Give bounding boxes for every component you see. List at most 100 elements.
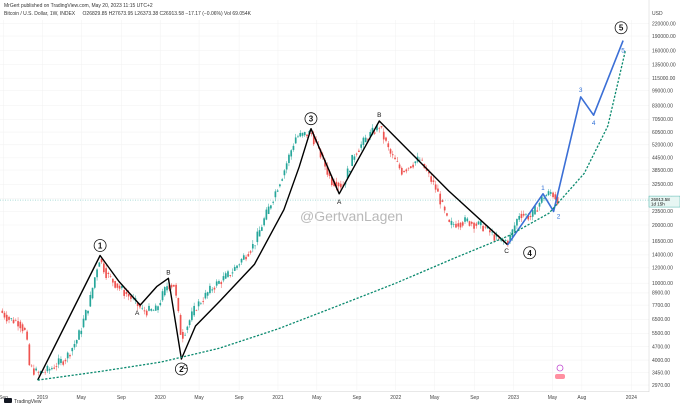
candle: [261, 224, 263, 232]
time-axis[interactable]: Sep 2019 May Sep 2020 May Sep 2021 May Sep 2022 May…: [0, 395, 637, 401]
candle: [242, 253, 245, 261]
price-tick-label: 4000.00: [652, 358, 670, 364]
candle: [220, 280, 223, 289]
candle-body: [118, 285, 121, 289]
candle: [549, 189, 552, 197]
candle: [349, 170, 351, 174]
candle: [118, 284, 121, 291]
candle: [468, 220, 471, 227]
candle-body: [78, 330, 80, 340]
price-tick-label: 115000.00: [652, 76, 675, 82]
time-tick-label: May: [548, 395, 558, 401]
candle: [78, 329, 80, 340]
emoji-icon: [556, 364, 564, 372]
candle: [270, 204, 272, 210]
candle: [430, 173, 433, 185]
candle-body: [116, 283, 119, 288]
candle: [283, 169, 286, 179]
candle-body: [504, 240, 507, 241]
candle-body: [62, 361, 65, 365]
candle: [310, 131, 313, 137]
candle-body: [200, 303, 202, 304]
price-tick-label: 7700.00: [652, 303, 670, 309]
candle-body: [242, 255, 245, 260]
tradingview-logo[interactable]: TradingView: [4, 398, 42, 405]
candle-body: [19, 321, 22, 329]
candle-body: [437, 188, 439, 192]
candle-body: [554, 194, 557, 200]
price-axis[interactable]: 220000.00 190000.00 160000.00 135000.00 1150…: [652, 11, 676, 389]
candle-body: [378, 128, 381, 129]
emoji-icons[interactable]: [555, 364, 565, 379]
candle: [71, 347, 74, 356]
candle-body: [39, 371, 42, 374]
candle-body: [213, 287, 216, 290]
candle: [238, 263, 241, 268]
candle-body: [394, 157, 396, 160]
candle: [89, 291, 92, 308]
candle-body: [459, 222, 462, 228]
candle-body: [346, 168, 349, 179]
candle: [197, 298, 200, 311]
price-axis-unit: USD: [652, 11, 663, 17]
price-tick-label: 160000.00: [652, 48, 676, 54]
candle: [272, 200, 274, 205]
candle: [53, 364, 56, 370]
wave-label-circle: [93, 239, 107, 252]
candle: [450, 217, 453, 229]
price-tick-label: 3450.00: [652, 370, 670, 376]
price-tick-label: 44500.00: [652, 156, 673, 162]
candle: [206, 291, 209, 299]
candle-body: [360, 144, 363, 148]
candle-body: [163, 287, 166, 296]
candle: [409, 165, 412, 169]
candle: [391, 150, 394, 159]
candle-body: [328, 171, 331, 177]
candle-body: [150, 308, 153, 311]
candle-body: [177, 298, 180, 312]
candle-body: [482, 225, 484, 232]
candle-body: [385, 137, 387, 141]
candle: [398, 162, 401, 170]
candle-body: [14, 320, 17, 322]
candle: [477, 220, 480, 225]
candle: [35, 366, 37, 372]
candle-body: [330, 176, 333, 186]
candle: [265, 207, 268, 221]
candle: [531, 209, 534, 221]
candle-body: [263, 218, 265, 226]
candle: [303, 131, 306, 137]
candle-body: [419, 159, 421, 161]
candle: [475, 221, 478, 229]
candle: [459, 221, 462, 231]
candle: [358, 148, 360, 153]
candle-body: [44, 371, 46, 373]
candle: [470, 220, 473, 227]
ohlc-values: O26829.85 H27673.95 L26373.38 C26913.58 …: [83, 11, 252, 17]
candle: [461, 220, 464, 228]
candle: [14, 318, 17, 322]
candle: [5, 311, 8, 324]
candle: [340, 180, 342, 191]
candle: [233, 264, 236, 272]
candle: [123, 286, 126, 299]
candle: [186, 325, 189, 334]
candle-body: [48, 369, 51, 371]
candle: [17, 317, 19, 331]
candle-body: [285, 163, 288, 170]
price-tick-label: 52000.00: [652, 143, 673, 149]
candle-body: [355, 153, 358, 155]
candle-body: [491, 231, 493, 233]
candle: [360, 141, 363, 151]
candle-body: [251, 243, 254, 249]
candle-body: [145, 310, 148, 316]
candle: [42, 372, 44, 374]
candle: [281, 177, 284, 182]
candle-body: [516, 219, 518, 226]
candle-body: [276, 190, 279, 192]
watermark: @GertvanLagen: [300, 208, 403, 224]
price-tick-label: 99000.00: [652, 89, 673, 95]
candle-body: [507, 240, 509, 245]
candle-body: [340, 183, 342, 188]
